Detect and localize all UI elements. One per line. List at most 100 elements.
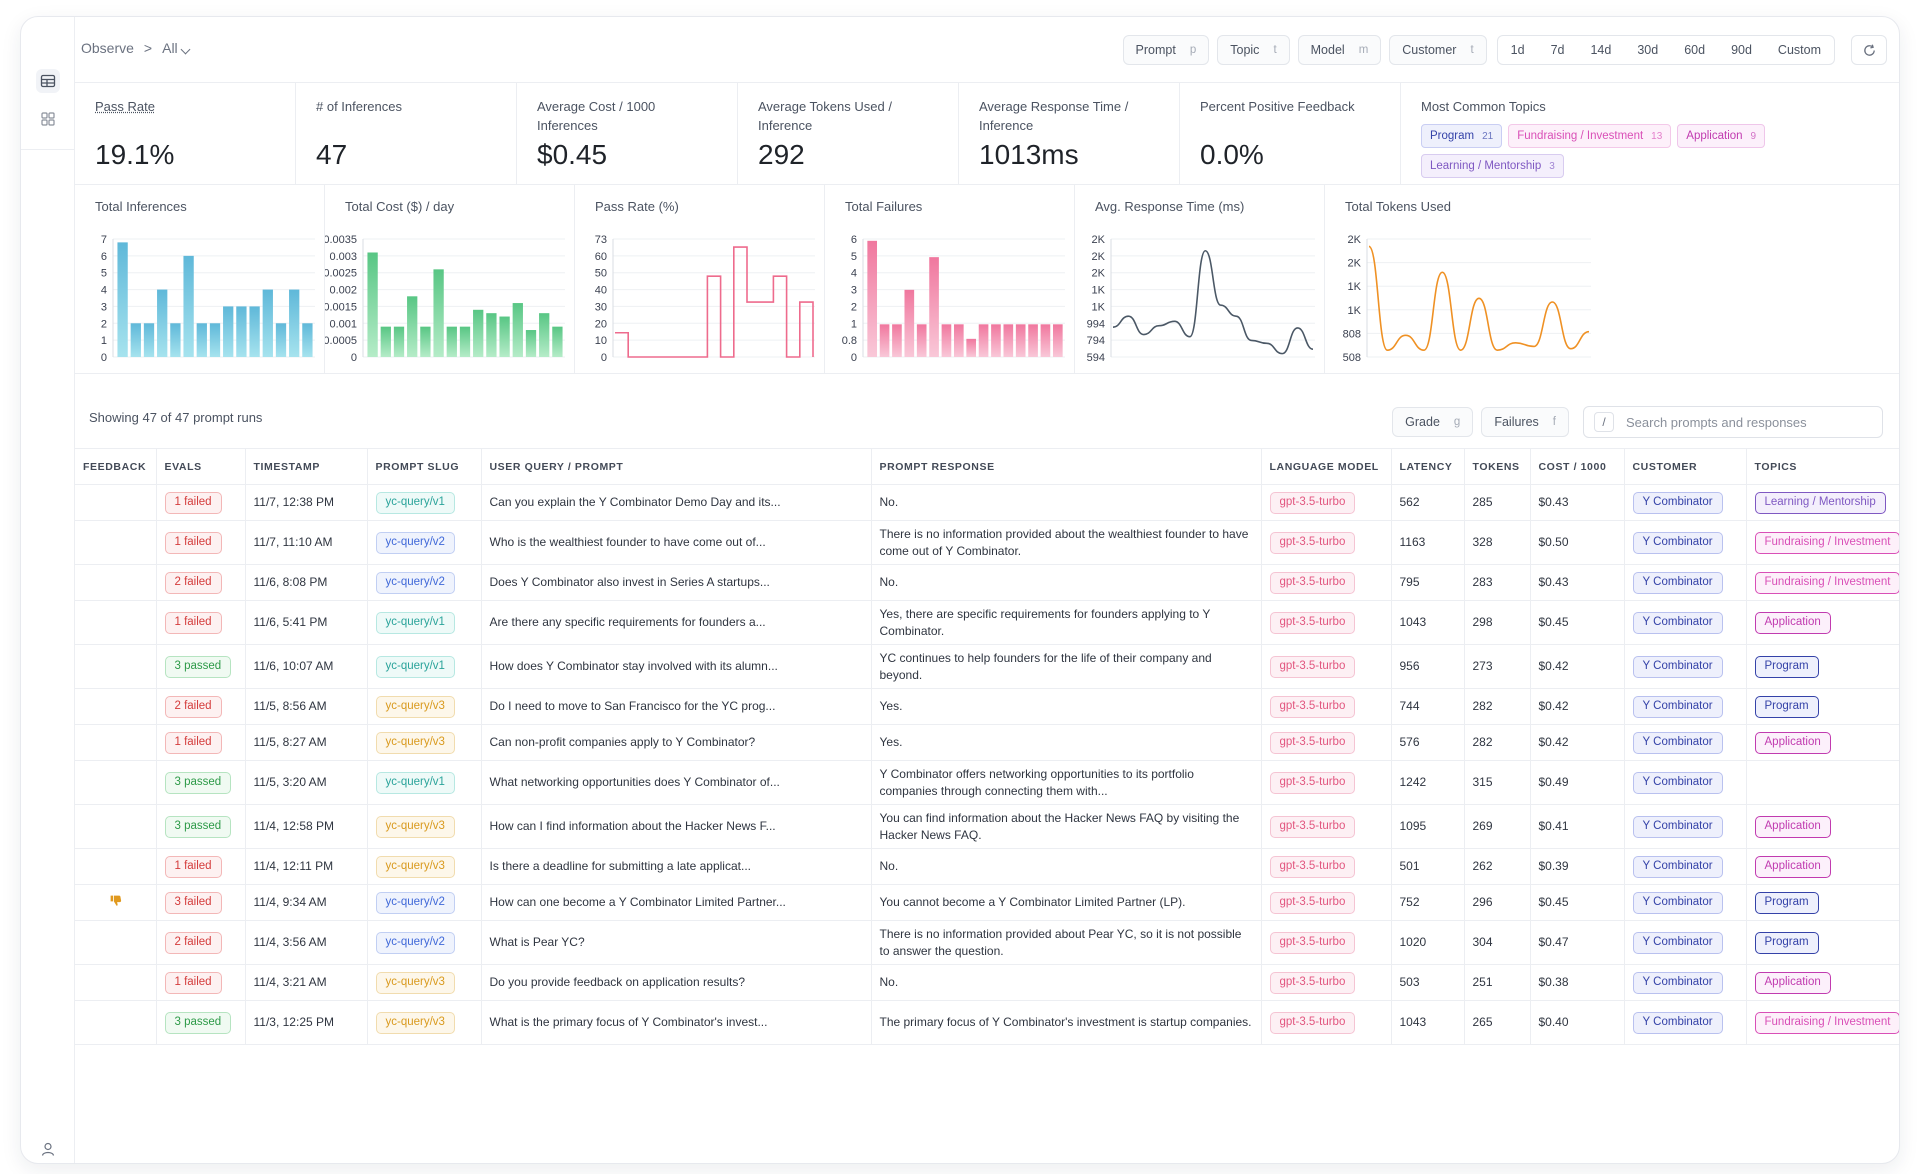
bar[interactable] — [499, 316, 510, 357]
bar[interactable] — [459, 326, 471, 357]
stat-label[interactable]: Pass Rate — [95, 99, 155, 114]
model-badge[interactable]: gpt-3.5-turbo — [1269, 815, 1356, 838]
bar[interactable] — [1003, 324, 1014, 357]
topic-badge[interactable]: Program — [1754, 931, 1819, 954]
prompt-filter-button[interactable]: Prompt p — [1122, 35, 1210, 65]
column-header[interactable]: CUSTOMER — [1624, 448, 1747, 485]
table-row[interactable]: 2 failed 11/6, 8:08 PM yc-query/v2 Does Y C… — [75, 564, 1899, 601]
bar[interactable] — [407, 296, 418, 357]
bar[interactable] — [130, 323, 141, 357]
topic-badge[interactable]: Program — [1754, 655, 1819, 678]
bar[interactable] — [196, 323, 207, 357]
table-row[interactable]: 2 failed 11/4, 3:56 AM yc-query/v2 What is … — [75, 920, 1899, 965]
model-badge[interactable]: gpt-3.5-turbo — [1269, 1011, 1356, 1034]
bar[interactable] — [978, 324, 989, 357]
range-1d[interactable]: 1d — [1510, 43, 1525, 57]
grade-filter-button[interactable]: Grade g — [1392, 407, 1474, 437]
bar[interactable] — [991, 324, 1001, 357]
series-line[interactable] — [1368, 245, 1590, 351]
bar[interactable] — [289, 289, 300, 357]
topic-badge[interactable]: Application — [1754, 971, 1831, 994]
table-icon[interactable] — [36, 69, 60, 93]
eval-badge[interactable]: 1 failed — [164, 855, 222, 878]
customer-badge[interactable]: Y Combinator — [1632, 1011, 1723, 1034]
model-badge[interactable]: gpt-3.5-turbo — [1269, 771, 1356, 794]
eval-badge[interactable]: 1 failed — [164, 731, 222, 754]
bar[interactable] — [1015, 324, 1026, 357]
topic-filter-button[interactable]: Topic t — [1217, 35, 1290, 65]
prompt-slug-badge[interactable]: yc-query/v3 — [375, 855, 455, 878]
topic-badge[interactable]: Application — [1754, 855, 1831, 878]
customer-badge[interactable]: Y Combinator — [1632, 931, 1723, 954]
bar[interactable] — [1052, 324, 1063, 357]
breadcrumb-root[interactable]: Observe — [81, 40, 134, 56]
table-row[interactable]: 3 passed 11/4, 12:58 PM yc-query/v3 How can… — [75, 804, 1899, 849]
topic-badge[interactable]: Program — [1754, 891, 1819, 914]
model-badge[interactable]: gpt-3.5-turbo — [1269, 491, 1356, 514]
topic-badge[interactable]: Program — [1754, 695, 1819, 718]
prompt-slug-badge[interactable]: yc-query/v3 — [375, 695, 455, 718]
customer-badge[interactable]: Y Combinator — [1632, 491, 1723, 514]
bar[interactable] — [486, 313, 497, 357]
bar[interactable] — [236, 306, 247, 357]
prompt-slug-badge[interactable]: yc-query/v1 — [375, 491, 455, 514]
customer-badge[interactable]: Y Combinator — [1632, 815, 1723, 838]
column-header[interactable]: LANGUAGE MODEL — [1261, 448, 1392, 485]
failures-filter-button[interactable]: Failures f — [1481, 407, 1569, 437]
eval-badge[interactable]: 2 failed — [164, 695, 222, 718]
bar[interactable] — [867, 240, 878, 357]
bar[interactable] — [117, 242, 128, 357]
bar[interactable] — [941, 324, 952, 357]
table-row[interactable]: 3 failed 11/4, 9:34 AM yc-query/v2 How can … — [75, 884, 1899, 921]
table-row[interactable]: 1 failed 11/7, 12:38 PM yc-query/v1 Can you… — [75, 484, 1899, 521]
bar[interactable] — [892, 324, 902, 357]
topic-badge[interactable]: Fundraising / Investment — [1754, 531, 1899, 554]
model-badge[interactable]: gpt-3.5-turbo — [1269, 731, 1356, 754]
column-header[interactable]: PROMPT SLUG — [367, 448, 482, 485]
prompt-slug-badge[interactable]: yc-query/v3 — [375, 1011, 455, 1034]
table-row[interactable]: 3 passed 11/5, 3:20 AM yc-query/v1 What net… — [75, 760, 1899, 805]
table-row[interactable]: 2 failed 11/5, 8:56 AM yc-query/v3 Do I nee… — [75, 688, 1899, 725]
series-line[interactable] — [1112, 249, 1314, 355]
column-header[interactable]: TOKENS — [1464, 448, 1531, 485]
topic-badge[interactable]: Fundraising / Investment — [1754, 1011, 1899, 1034]
bar[interactable] — [539, 313, 550, 357]
topic-tag-fundraising[interactable]: Fundraising / Investment 13 — [1508, 124, 1672, 148]
bar[interactable] — [249, 306, 260, 357]
model-badge[interactable]: gpt-3.5-turbo — [1269, 695, 1356, 718]
eval-badge[interactable]: 3 failed — [164, 891, 222, 914]
eval-badge[interactable]: 1 failed — [164, 611, 222, 634]
table-row[interactable]: 3 passed 11/6, 10:07 AM yc-query/v1 How doe… — [75, 644, 1899, 689]
model-filter-button[interactable]: Model m — [1297, 35, 1382, 65]
column-header[interactable]: USER QUERY / PROMPT — [481, 448, 872, 485]
search-input[interactable]: / Search prompts and responses — [1583, 406, 1883, 438]
prompt-slug-badge[interactable]: yc-query/v2 — [375, 531, 455, 554]
bar[interactable] — [223, 306, 234, 357]
eval-badge[interactable]: 1 failed — [164, 531, 222, 554]
customer-badge[interactable]: Y Combinator — [1632, 855, 1723, 878]
table-row[interactable]: 1 failed 11/7, 11:10 AM yc-query/v2 Who is … — [75, 520, 1899, 565]
bar[interactable] — [446, 326, 457, 357]
eval-badge[interactable]: 2 failed — [164, 571, 222, 594]
bar[interactable] — [966, 338, 977, 357]
topic-badge[interactable]: Application — [1754, 731, 1831, 754]
range-60d[interactable]: 60d — [1684, 43, 1706, 57]
range-7d[interactable]: 7d — [1550, 43, 1565, 57]
column-header[interactable]: COST / 1000 — [1530, 448, 1625, 485]
prompt-slug-badge[interactable]: yc-query/v2 — [375, 891, 455, 914]
bar[interactable] — [433, 269, 444, 357]
eval-badge[interactable]: 3 passed — [164, 815, 232, 838]
eval-badge[interactable]: 1 failed — [164, 491, 222, 514]
eval-badge[interactable]: 3 passed — [164, 1011, 232, 1034]
bar[interactable] — [512, 303, 523, 357]
topic-badge[interactable]: Application — [1754, 815, 1831, 838]
breadcrumb-current[interactable]: All — [162, 40, 191, 56]
model-badge[interactable]: gpt-3.5-turbo — [1269, 931, 1356, 954]
column-header[interactable]: PROMPT RESPONSE — [871, 448, 1262, 485]
bar[interactable] — [929, 257, 939, 357]
customer-badge[interactable]: Y Combinator — [1632, 531, 1723, 554]
model-badge[interactable]: gpt-3.5-turbo — [1269, 971, 1356, 994]
table-row[interactable]: 1 failed 11/5, 8:27 AM yc-query/v3 Can non-… — [75, 724, 1899, 761]
bar[interactable] — [879, 324, 890, 357]
range-30d[interactable]: 30d — [1637, 43, 1659, 57]
